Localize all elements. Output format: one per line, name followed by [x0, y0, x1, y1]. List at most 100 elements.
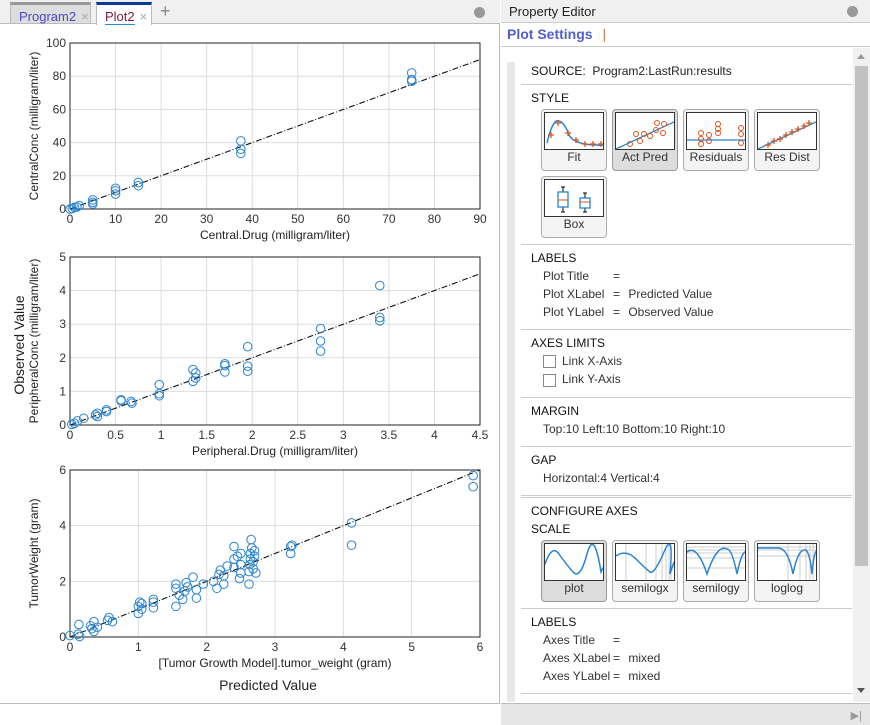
close-icon[interactable]: ×: [81, 9, 89, 24]
button-label: semilogx: [621, 580, 669, 595]
axes-limits-section: AXES LIMITS Link X-Axis Link Y-Axis: [521, 330, 852, 398]
style-fit-button[interactable]: Fit: [541, 109, 607, 171]
x-tick-label: 5: [408, 640, 415, 654]
data-point: [468, 481, 478, 492]
residuals-icon: [686, 112, 746, 150]
data-point: [67, 203, 78, 214]
y-tick-label: 4: [59, 519, 66, 533]
settings-content: SOURCE: Program2:LastRun:results STYLE F…: [507, 62, 852, 702]
field-value[interactable]: mixed: [628, 650, 661, 665]
data-point: [154, 390, 165, 401]
equals: =: [613, 287, 621, 301]
gap-section: GAP Horizontal:4 Vertical:4: [521, 447, 852, 498]
field-value[interactable]: Observed Value: [628, 305, 714, 319]
x-tick-label: 0.5: [107, 428, 124, 442]
style-act-pred-button[interactable]: Act Pred: [612, 109, 678, 171]
x-tick-label: 2.5: [289, 428, 306, 442]
style-residuals-button[interactable]: Residuals: [683, 109, 749, 171]
identity-line: [69, 469, 481, 638]
button-label: plot: [564, 580, 584, 595]
field-value[interactable]: Predicted Value: [628, 287, 713, 301]
plot-title-row[interactable]: Plot Title =: [531, 269, 842, 283]
data-point: [242, 361, 253, 372]
menu-icon[interactable]: [474, 7, 485, 18]
data-point: [242, 341, 253, 352]
data-point: [190, 368, 201, 378]
data-point: [90, 410, 101, 420]
menu-icon[interactable]: [847, 6, 858, 17]
data-point: [72, 202, 82, 212]
tab-program2[interactable]: Program2 ×: [10, 2, 91, 24]
subplot-1: 0 10 20 30 40 50 60 70 80 90 0 20 40 60 80 100 Central.D…: [27, 36, 487, 242]
vertical-scrollbar[interactable]: [853, 48, 870, 702]
data-point: [110, 189, 121, 199]
scrollbar-thumb[interactable]: [855, 66, 868, 566]
data-point: [89, 616, 99, 627]
data-point: [133, 601, 144, 612]
configure-axes-section: CONFIGURE AXES SCALE plot semilogx semil…: [521, 498, 852, 609]
scale-semilogx-button[interactable]: semilogx: [612, 539, 678, 602]
x-tick-label: 0: [67, 640, 74, 654]
equals: =: [613, 650, 621, 665]
y-tick-label: 0: [59, 202, 66, 216]
y-tick-label: 3: [59, 317, 66, 331]
data-point: [468, 470, 478, 481]
scale-plot-button[interactable]: plot: [541, 539, 607, 602]
margin-value[interactable]: Top:10 Left:10 Bottom:10 Right:10: [543, 421, 726, 436]
axes-box: [69, 256, 481, 426]
data-point: [148, 597, 159, 608]
collapse-panel-icon[interactable]: ▶|: [850, 710, 862, 722]
tab-bar: Program2 × Plot2 × +: [0, 0, 500, 25]
x-tick-label: 2: [203, 640, 210, 654]
scroll-up-icon[interactable]: [857, 54, 865, 59]
checkbox-label: Link Y-Axis: [562, 372, 621, 387]
data-point: [188, 572, 198, 582]
axes-ylabel-row[interactable]: Axes YLabel = mixed: [531, 669, 842, 683]
gap-value[interactable]: Horizontal:4 Vertical:4: [543, 470, 660, 485]
axes-xlabel-row[interactable]: Axes XLabel = mixed: [531, 651, 842, 665]
scale-semilogy-button[interactable]: semilogy: [683, 539, 749, 602]
data-point: [171, 579, 181, 589]
fit-icon: [544, 112, 604, 150]
link-x-axis-checkbox[interactable]: Link X-Axis: [531, 354, 842, 369]
scroll-down-icon[interactable]: [857, 688, 865, 693]
x-tick-label: 60: [337, 212, 351, 226]
tab-plot-settings[interactable]: Plot Settings |: [501, 23, 870, 47]
link-y-axis-checkbox[interactable]: Link Y-Axis: [531, 372, 842, 387]
scale-loglog-button[interactable]: loglog: [754, 539, 820, 602]
x-tick-label: 1: [158, 428, 165, 442]
data-point: [406, 76, 417, 86]
data-point: [236, 148, 246, 159]
field-value[interactable]: mixed: [628, 668, 661, 683]
style-box-button[interactable]: Box: [541, 176, 607, 238]
plot-ylabel-row[interactable]: Plot YLabel = Observed Value: [531, 305, 842, 319]
plot-xlabel-row[interactable]: Plot XLabel = Predicted Value: [531, 287, 842, 301]
checkbox[interactable]: [543, 355, 556, 369]
x-tick-label: 2: [249, 428, 256, 442]
tab-plot2[interactable]: Plot2 ×: [96, 2, 152, 25]
data-point: [214, 569, 224, 580]
y-tick-label: 2: [59, 574, 66, 588]
tab-label: Plot2: [105, 9, 135, 25]
close-icon[interactable]: ×: [139, 9, 148, 24]
data-point: [215, 565, 226, 576]
checkbox[interactable]: [543, 373, 556, 387]
button-label: Act Pred: [621, 150, 669, 164]
data-point: [188, 376, 198, 387]
data-point: [74, 619, 84, 630]
figure-y-label: Observed Value: [11, 295, 27, 395]
data-point: [191, 584, 202, 595]
data-point: [374, 312, 385, 323]
equals: =: [613, 305, 621, 319]
button-label: Fit: [567, 150, 581, 164]
data-point: [222, 561, 232, 571]
loglog-icon: [757, 542, 817, 581]
axes-box: [69, 469, 481, 638]
style-res-dist-button[interactable]: Res Dist: [754, 109, 820, 171]
data-point: [218, 570, 229, 581]
add-tab-button[interactable]: +: [160, 1, 171, 21]
x-axis-label: Central.Drug (milligram/liter): [200, 228, 350, 242]
source-label: SOURCE:: [531, 64, 586, 78]
axes-title-row[interactable]: Axes Title =: [531, 633, 842, 647]
data-point: [182, 582, 193, 592]
